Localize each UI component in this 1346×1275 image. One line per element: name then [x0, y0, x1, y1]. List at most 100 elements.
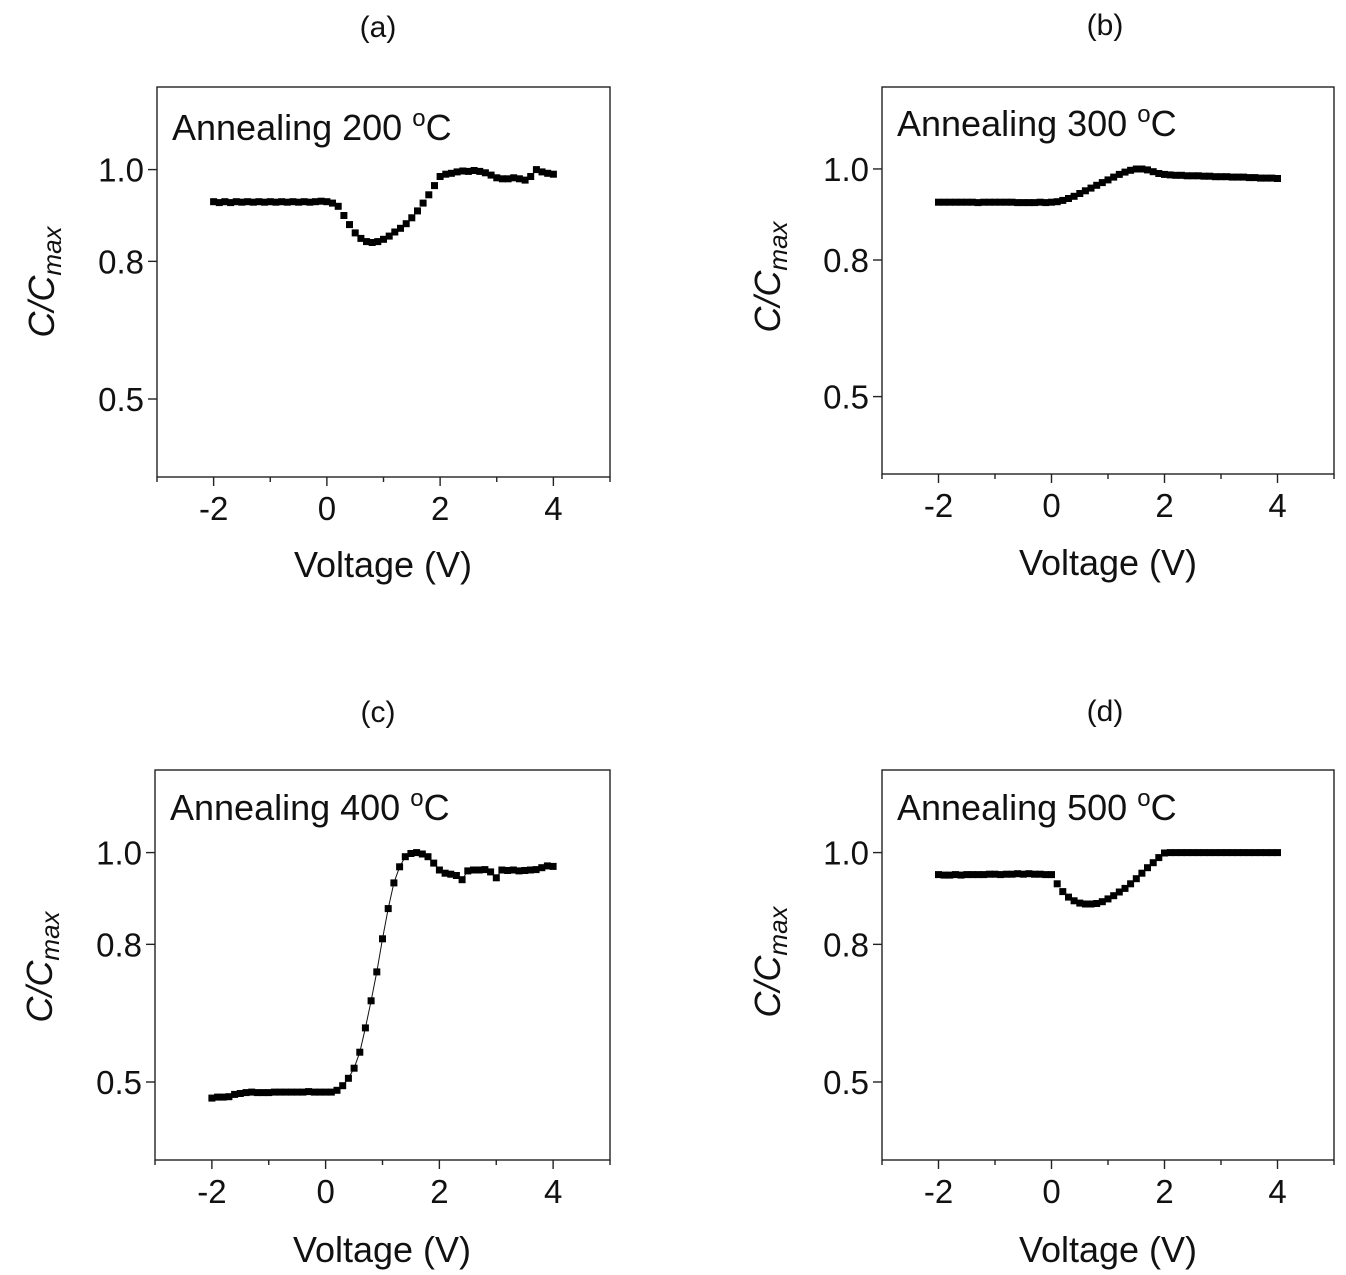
y-axis-title-main: C/C — [747, 270, 788, 333]
x-axis-title: Voltage (V) — [294, 544, 472, 585]
data-point — [475, 866, 483, 874]
data-point — [322, 1088, 330, 1096]
data-point — [452, 872, 460, 879]
data-point — [397, 224, 404, 232]
data-point — [1002, 198, 1010, 206]
data-point — [402, 220, 410, 228]
data-point — [210, 198, 218, 206]
data-point — [1274, 849, 1281, 857]
data-point — [504, 867, 512, 874]
x-tick-label: -2 — [924, 1173, 953, 1210]
data-point — [431, 182, 438, 190]
data-point — [357, 234, 365, 242]
data-point — [1161, 849, 1168, 857]
data-point — [1065, 195, 1072, 202]
data-point — [935, 198, 942, 206]
data-point — [532, 866, 540, 874]
ticks: -2 0 2 4 0.5 0.8 1.0 — [823, 835, 1335, 1210]
data-point — [1065, 893, 1072, 901]
y-tick-label: 0.5 — [96, 1064, 142, 1101]
data-point — [413, 849, 421, 857]
data-point — [1189, 849, 1197, 857]
data-point — [453, 168, 461, 176]
x-tick-label: 4 — [1268, 1173, 1286, 1210]
data-point — [946, 198, 954, 206]
data-point — [289, 198, 297, 206]
data-point — [1138, 869, 1146, 877]
data-point — [316, 1088, 324, 1096]
data-point — [952, 871, 959, 879]
data-point — [1183, 849, 1191, 857]
data-point — [1228, 173, 1236, 181]
data-point — [498, 866, 506, 874]
data-point — [214, 1093, 222, 1101]
x-tick-label: 2 — [1155, 1173, 1173, 1210]
x-tick-label: 0 — [1042, 1173, 1060, 1210]
data-point — [346, 221, 353, 229]
data-point — [430, 859, 438, 867]
annotation-degree: o — [412, 105, 425, 132]
y-tick-label: 0.8 — [96, 926, 142, 963]
data-point — [1251, 174, 1259, 182]
data-point — [946, 871, 954, 879]
data-point — [1048, 871, 1055, 879]
data-point — [1200, 172, 1208, 180]
data-point — [418, 850, 426, 858]
ticks: -2 0 2 4 0.5 0.8 1.0 — [96, 835, 611, 1210]
panel-label: (b) — [1087, 9, 1124, 42]
data-point — [419, 199, 427, 207]
annotation-unit: C — [424, 787, 450, 828]
data-point — [293, 1088, 301, 1096]
data-point — [997, 198, 1005, 206]
data-point — [259, 1089, 267, 1097]
data-point — [458, 876, 466, 884]
x-tick-label: 2 — [1155, 487, 1173, 524]
data-point — [1268, 174, 1276, 182]
data-point — [384, 905, 392, 913]
data-point — [997, 871, 1005, 879]
data-point — [1234, 173, 1242, 181]
data-point — [985, 870, 993, 878]
data-point — [1268, 849, 1276, 857]
x-tick-label: 4 — [1268, 487, 1286, 524]
data-point — [1240, 173, 1248, 181]
x-tick-label: 0 — [316, 1173, 334, 1210]
data-point — [238, 198, 246, 206]
data-point — [295, 198, 303, 206]
data-point — [1166, 849, 1174, 857]
data-point — [515, 175, 523, 183]
data-point — [265, 1089, 273, 1097]
x-tick-label: 0 — [318, 490, 336, 527]
data-point — [425, 191, 433, 199]
data-point — [356, 1048, 364, 1056]
data-point — [374, 238, 382, 246]
data-point — [1178, 171, 1185, 179]
annotation-degree: o — [410, 785, 423, 812]
data-point — [435, 866, 443, 874]
data-point — [1053, 880, 1061, 888]
data-point — [1093, 900, 1101, 907]
data-point — [1144, 864, 1151, 872]
data-point — [310, 1088, 318, 1096]
data-point — [253, 1089, 261, 1097]
annotation-unit: C — [426, 107, 452, 148]
data-point — [991, 198, 999, 206]
data-point — [396, 863, 404, 871]
data-point — [1132, 875, 1140, 883]
data-point — [1087, 184, 1095, 192]
x-tick-label: 2 — [431, 490, 449, 527]
data-point — [940, 871, 948, 879]
data-point — [974, 871, 982, 879]
plot-frame — [881, 769, 1335, 1161]
data-point — [344, 1074, 352, 1082]
data-point — [1110, 173, 1118, 181]
data-point — [1172, 171, 1180, 179]
data-point — [327, 1088, 335, 1096]
y-tick-label: 0.8 — [823, 242, 869, 279]
data-point — [1211, 849, 1219, 857]
panel-label: (c) — [361, 696, 396, 729]
data-point — [487, 868, 495, 876]
data-point — [1245, 849, 1253, 857]
data-point — [1155, 170, 1163, 177]
